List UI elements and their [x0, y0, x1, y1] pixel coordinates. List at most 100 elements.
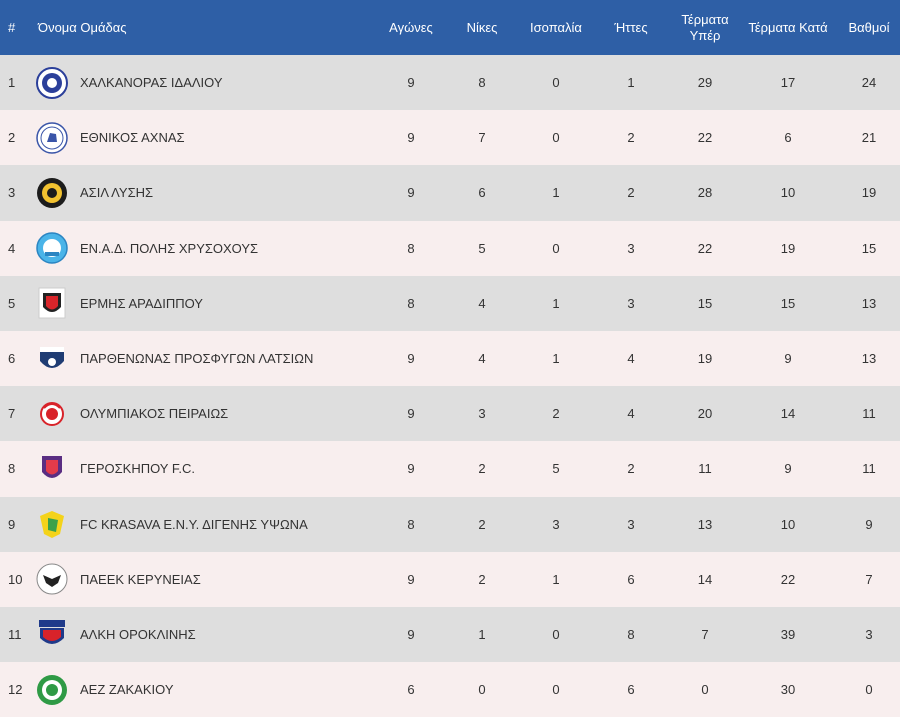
- header-losses: Ήττες: [614, 19, 648, 35]
- header-team: Όνομα Ομάδας: [38, 19, 127, 35]
- team-name: ΕΡΜΗΣ ΑΡΑΔΙΠΠΟΥ: [80, 295, 203, 311]
- wins-cell: 2: [478, 461, 486, 477]
- goals-for-cell: 19: [697, 351, 713, 367]
- draws-cell: 0: [552, 240, 560, 256]
- parthenonas-crest-icon: [36, 343, 68, 375]
- enad-polis-crest-icon: [36, 232, 68, 264]
- rank-cell: 2: [8, 130, 16, 146]
- draws-cell: 2: [552, 406, 560, 422]
- losses-cell: 6: [627, 571, 635, 587]
- played-cell: 9: [407, 75, 415, 91]
- goals-against-cell: 19: [780, 240, 796, 256]
- played-cell: 8: [407, 240, 415, 256]
- played-cell: 9: [407, 461, 415, 477]
- table-row: 10 ΠΑΕΕΚ ΚΕΡΥΝΕΙΑΣ 9 2 1 6 14 22 7: [0, 551, 900, 607]
- table-header-row: # Όνομα Ομάδας Αγώνες Νίκες Ισοπαλία Ήττ…: [0, 0, 900, 55]
- points-cell: 13: [861, 295, 877, 311]
- team-name: ΓΕΡΟΣΚΗΠΟΥ F.C.: [80, 461, 195, 477]
- wins-cell: 1: [478, 626, 486, 642]
- aez-zakakiou-crest-icon: [36, 674, 68, 706]
- asil-lysis-crest-icon: [36, 177, 68, 209]
- wins-cell: 3: [478, 406, 486, 422]
- losses-cell: 1: [627, 75, 635, 91]
- team-cell: ΟΛΥΜΠΙΑΚΟΣ ΠΕΙΡΑΙΩΣ: [36, 386, 380, 441]
- rank-cell: 3: [8, 185, 16, 201]
- played-cell: 9: [407, 351, 415, 367]
- losses-cell: 6: [627, 682, 635, 698]
- goals-for-cell: 14: [697, 571, 713, 587]
- losses-cell: 4: [627, 351, 635, 367]
- wins-cell: 8: [478, 75, 486, 91]
- draws-cell: 5: [552, 461, 560, 477]
- header-rank: #: [8, 19, 16, 35]
- played-cell: 9: [407, 185, 415, 201]
- team-cell: ΕΝ.Α.Δ. ΠΟΛΗΣ ΧΡΥΣΟΧΟΥΣ: [36, 221, 380, 276]
- points-cell: 13: [861, 351, 877, 367]
- points-cell: 7: [865, 571, 873, 587]
- goals-against-cell: 15: [780, 295, 796, 311]
- points-cell: 11: [862, 406, 876, 422]
- losses-cell: 2: [627, 130, 635, 146]
- team-name: ΠΑΡΘΕΝΩΝΑΣ ΠΡΟΣΦΥΓΩΝ ΛΑΤΣΙΩΝ: [80, 351, 314, 367]
- alki-oroklinis-crest-icon: [36, 618, 68, 650]
- team-name: ΑΣΙΛ ΛΥΣΗΣ: [80, 185, 154, 201]
- ermis-aradippou-crest-icon: [36, 287, 68, 319]
- geroskipou-crest-icon: [36, 453, 68, 485]
- rank-cell: 1: [8, 75, 16, 91]
- header-played: Αγώνες: [389, 19, 433, 35]
- draws-cell: 0: [552, 682, 560, 698]
- losses-cell: 4: [627, 406, 635, 422]
- points-cell: 0: [865, 682, 873, 698]
- table-row: 2 ΕΘΝΙΚΟΣ ΑΧΝΑΣ 9 7 0 2 22 6 21: [0, 110, 900, 166]
- team-name: ΕΘΝΙΚΟΣ ΑΧΝΑΣ: [80, 130, 185, 146]
- table-row: 6 ΠΑΡΘΕΝΩΝΑΣ ΠΡΟΣΦΥΓΩΝ ΛΑΤΣΙΩΝ 9 4 1 4 19 9 13: [0, 330, 900, 387]
- rank-cell: 5: [8, 295, 16, 311]
- wins-cell: 7: [478, 130, 486, 146]
- team-cell: FC KRASAVA Ε.Ν.Υ. ΔΙΓΕΝΗΣ ΥΨΩΝΑ: [36, 497, 380, 552]
- goals-for-cell: 11: [698, 461, 712, 477]
- team-cell: ΠΑΕΕΚ ΚΕΡΥΝΕΙΑΣ: [36, 552, 380, 607]
- rank-cell: 9: [8, 516, 16, 532]
- chalkanoras-crest-icon: [36, 66, 68, 99]
- team-cell: ΕΡΜΗΣ ΑΡΑΔΙΠΠΟΥ: [36, 276, 380, 331]
- wins-cell: 4: [478, 295, 486, 311]
- points-cell: 21: [861, 130, 877, 146]
- losses-cell: 8: [627, 626, 635, 642]
- team-name: ΕΝ.Α.Δ. ΠΟΛΗΣ ΧΡΥΣΟΧΟΥΣ: [80, 240, 259, 256]
- points-cell: 3: [865, 626, 873, 642]
- table-row: 1 ΧΑΛΚΑΝΟΡΑΣ ΙΔΑΛΙΟΥ 9 8 0 1 29 17 24: [0, 55, 900, 111]
- losses-cell: 2: [627, 461, 635, 477]
- goals-against-cell: 39: [780, 626, 796, 642]
- team-cell: ΑΣΙΛ ΛΥΣΗΣ: [36, 165, 380, 220]
- played-cell: 9: [407, 571, 415, 587]
- table-row: 12 ΑΕΖ ΖΑΚΑΚΙΟΥ 6 0 0 6 0 30 0: [0, 662, 900, 717]
- played-cell: 8: [407, 516, 415, 532]
- wins-cell: 5: [478, 240, 486, 256]
- team-cell: ΑΛΚΗ ΟΡΟΚΛΙΝΗΣ: [36, 607, 380, 662]
- draws-cell: 0: [552, 130, 560, 146]
- goals-against-cell: 14: [780, 406, 796, 422]
- header-goals-against: Τέρματα Κατά: [748, 19, 828, 35]
- table-row: 9 FC KRASAVA Ε.Ν.Υ. ΔΙΓΕΝΗΣ ΥΨΩΝΑ 8 2 3 3 13 10…: [0, 496, 900, 552]
- team-cell: ΑΕΖ ΖΑΚΑΚΙΟΥ: [36, 662, 380, 717]
- olympiakos-crest-icon: [36, 398, 68, 430]
- draws-cell: 1: [552, 295, 560, 311]
- goals-for-cell: 22: [697, 240, 713, 256]
- goals-against-cell: 10: [780, 516, 796, 532]
- draws-cell: 0: [552, 75, 560, 91]
- played-cell: 9: [407, 130, 415, 146]
- played-cell: 9: [407, 406, 415, 422]
- losses-cell: 3: [627, 240, 635, 256]
- goals-against-cell: 10: [780, 185, 796, 201]
- goals-against-cell: 9: [784, 351, 792, 367]
- rank-cell: 8: [8, 461, 16, 477]
- goals-for-cell: 13: [697, 516, 713, 532]
- draws-cell: 1: [552, 185, 560, 201]
- team-name: ΧΑΛΚΑΝΟΡΑΣ ΙΔΑΛΙΟΥ: [80, 75, 223, 91]
- goals-for-cell: 20: [697, 406, 713, 422]
- table-row: 8 ΓΕΡΟΣΚΗΠΟΥ F.C. 9 2 5 2 11 9 11: [0, 441, 900, 497]
- paeek-crest-icon: [36, 563, 68, 595]
- ethnikos-achnas-crest-icon: [36, 122, 68, 154]
- team-cell: ΠΑΡΘΕΝΩΝΑΣ ΠΡΟΣΦΥΓΩΝ ΛΑΤΣΙΩΝ: [36, 331, 380, 386]
- goals-for-cell: 15: [697, 295, 713, 311]
